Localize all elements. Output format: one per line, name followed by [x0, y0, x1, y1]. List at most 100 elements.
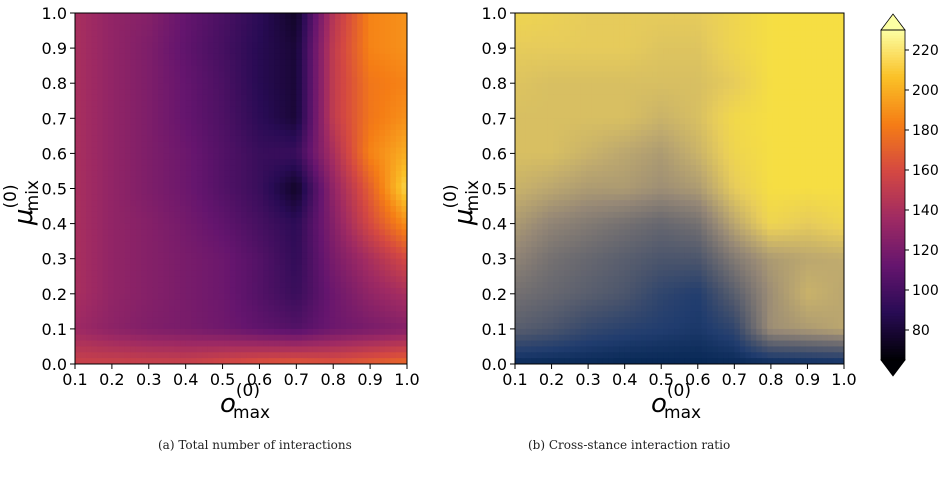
panel-a-cell [257, 176, 264, 184]
panel-a-cell [158, 258, 165, 266]
panel-a-cell [141, 124, 148, 131]
panel-a-cell [395, 311, 403, 318]
panel-a-cell [401, 182, 407, 190]
panel-a-cell [163, 42, 170, 49]
panel-a-cell [152, 188, 159, 195]
panel-b-cell [723, 13, 730, 20]
panel-b-cell [717, 18, 724, 26]
panel-a-cell [207, 276, 214, 283]
panel-a-cell [263, 276, 270, 283]
panel-a-cell [224, 24, 231, 32]
panel-a-cell [75, 153, 82, 160]
panel-a-cell [268, 282, 275, 289]
panel-a-cell [196, 36, 203, 43]
panel-a-cell [390, 83, 397, 90]
panel-a-cell [384, 124, 391, 131]
panel-a-cell [241, 42, 248, 49]
panel-a-cell [196, 118, 203, 125]
panel-b-cell [789, 106, 796, 114]
panel-a-cell [395, 112, 403, 119]
panel-b-cell [723, 83, 730, 90]
panel-a-cell [395, 83, 403, 90]
panel-a-cell [335, 65, 342, 73]
panel-b-cell [652, 94, 659, 102]
panel-a-cell [324, 299, 331, 307]
panel-a-cell [257, 30, 264, 37]
panel-a-cell [384, 305, 391, 312]
panel-a-cell [130, 18, 137, 26]
panel-a-cell [246, 159, 253, 166]
panel-a-cell [346, 287, 353, 295]
panel-b-cell [679, 77, 686, 84]
panel-a-cell [390, 206, 397, 213]
panel-b-cell [712, 71, 719, 78]
panel-b-cell [553, 13, 560, 20]
panel-b-cell [717, 135, 724, 143]
panel-b-cell [525, 130, 533, 137]
panel-a-y-tick-label: 0.3 [42, 250, 67, 269]
panel-a-cell [235, 53, 242, 61]
panel-b-cell [525, 42, 533, 49]
panel-a-cell [318, 24, 325, 32]
panel-b-cell [591, 71, 598, 78]
panel-a-cell [218, 211, 225, 219]
panel-a-cell [379, 24, 386, 32]
panel-a-cell [246, 165, 253, 172]
panel-a-cell [335, 258, 342, 266]
panel-b-cell [564, 48, 571, 55]
panel-a-cell [395, 287, 403, 295]
panel-b-cell [800, 36, 807, 43]
panel-a-cell [229, 170, 237, 178]
panel-a-cell [191, 247, 198, 254]
panel-a-cell [174, 165, 181, 172]
panel-a-cell [196, 252, 203, 260]
panel-a-cell [180, 147, 187, 154]
panel-a-cell [202, 94, 209, 102]
panel-a-cell [196, 241, 203, 248]
panel-b-cell [767, 18, 774, 26]
panel-a-cell [373, 206, 380, 213]
panel-a-cell [274, 106, 281, 114]
panel-a-cell [191, 165, 198, 172]
panel-a-cell [191, 323, 198, 330]
panel-b-cell [602, 24, 609, 32]
panel-a-cell [158, 36, 165, 43]
panel-a-cell [235, 188, 242, 195]
panel-b-cell [525, 59, 533, 67]
panel-a-cell [86, 188, 93, 195]
panel-a-cell [346, 258, 353, 266]
panel-a-cell [296, 18, 303, 26]
panel-a-cell [119, 241, 126, 248]
panel-a-cell [335, 352, 342, 359]
panel-a-cell [268, 229, 275, 236]
panel-a-cell [368, 346, 375, 353]
panel-a-cell [158, 317, 165, 324]
panel-b-cell [657, 59, 664, 67]
panel-a-cell [158, 206, 165, 213]
panel-a-cell [307, 18, 314, 26]
panel-a-cell [196, 71, 203, 78]
panel-a-cell [395, 106, 403, 114]
panel-a-cell [102, 18, 109, 26]
panel-a-cell [252, 352, 259, 359]
panel-a-cell [241, 100, 248, 108]
panel-a-cell [329, 328, 336, 336]
panel-a-cell [86, 323, 93, 330]
panel-a-cell [335, 299, 342, 307]
panel-a-cell [351, 264, 358, 271]
panel-a-cell [191, 18, 198, 26]
panel-a-cell [141, 130, 148, 137]
panel-b-cell [635, 77, 642, 84]
panel-a-cell [395, 188, 403, 195]
panel-a-cell [75, 293, 82, 301]
panel-a-cell [130, 241, 137, 248]
panel-a-cell [268, 206, 275, 213]
panel-a-cell [130, 141, 137, 149]
panel-a-cell [229, 299, 237, 307]
panel-a-cell [285, 48, 292, 55]
panel-b-cell [778, 59, 785, 67]
panel-a-cell [146, 147, 154, 154]
panel-a-cell [124, 235, 131, 242]
panel-a-cell [141, 252, 148, 260]
panel-a-cell [257, 264, 264, 271]
